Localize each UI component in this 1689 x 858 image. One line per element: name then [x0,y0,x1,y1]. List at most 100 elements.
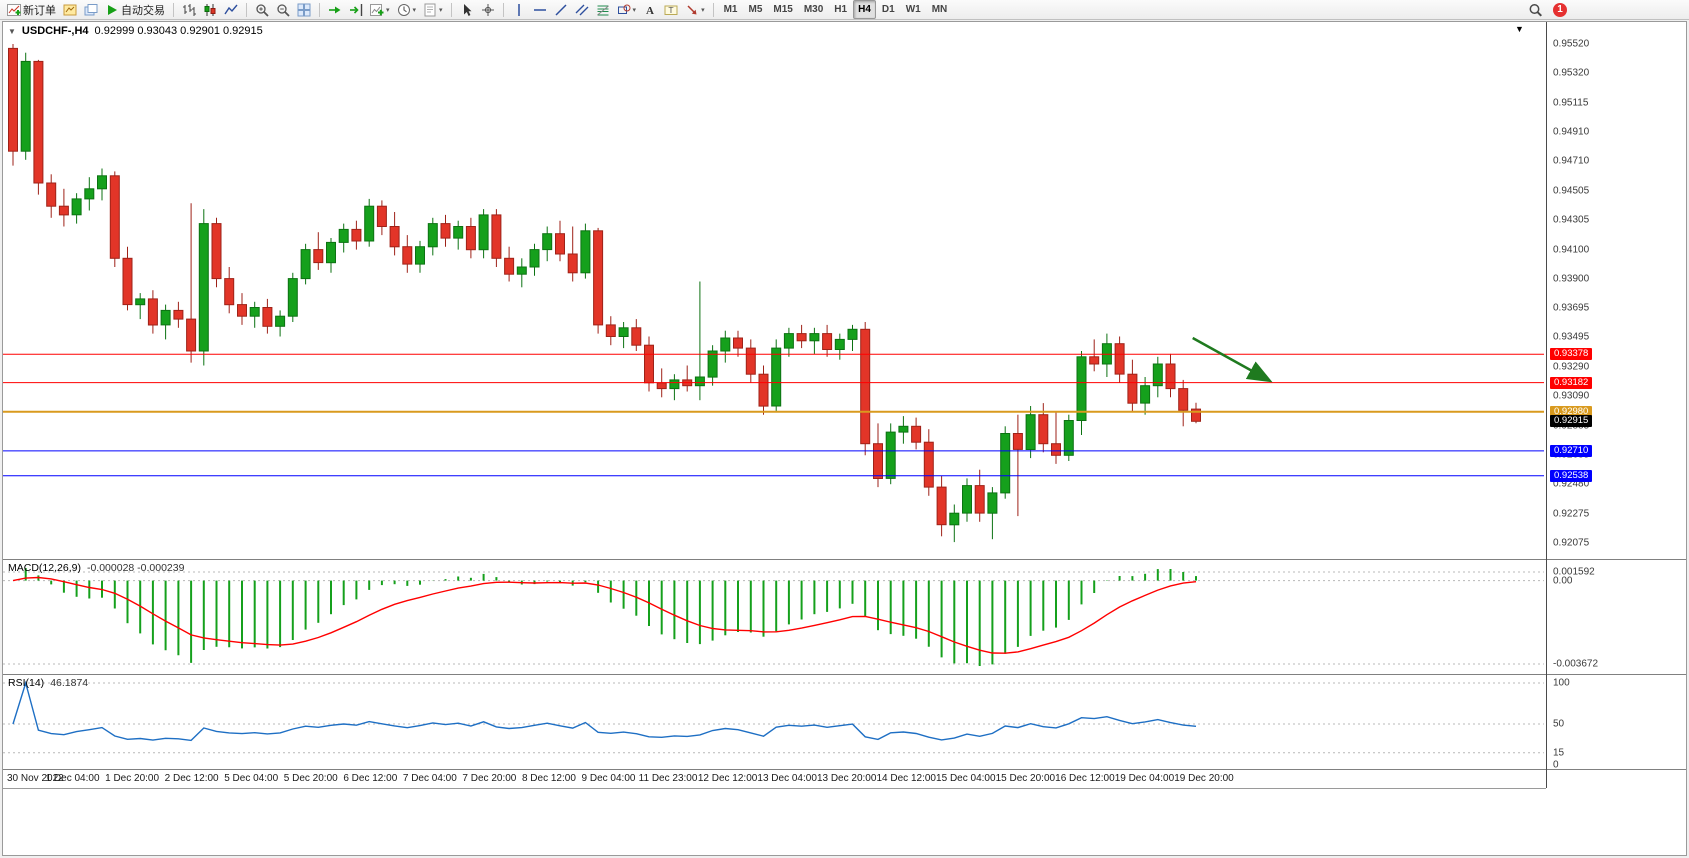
new-chart-button[interactable]: ▾ [367,0,393,19]
shapes-button[interactable]: ▾ [614,0,640,19]
candle [33,60,44,184]
timeframe-m30-button[interactable]: M30 [803,4,824,15]
periods-button[interactable]: ▾ [394,0,420,19]
trendline-button[interactable] [551,0,571,19]
svg-text:T: T [668,5,673,15]
timeframe-w1-button[interactable]: W1 [905,4,921,15]
timeframe-m5-button[interactable]: M5 [748,4,763,15]
chevron-down-icon: ▾ [386,6,390,14]
ohlc-label: 0.92999 0.93043 0.92901 0.92915 [94,25,263,37]
time-axis[interactable]: 30 Nov 2022 1 Dec 04:00 1 Dec 20:00 2 Dec 1… [3,770,1546,789]
notification-badge[interactable]: 1 [1553,2,1567,17]
zoom-out-button[interactable] [273,0,293,19]
trendline-icon [554,3,568,17]
candle [1063,420,1074,456]
time-label: 7 Dec 20:00 [462,773,517,784]
profiles-icon [84,3,98,17]
panel-divider[interactable] [3,674,1686,675]
time-label: 2 Dec 12:00 [164,773,219,784]
toolbar-separator [502,2,504,17]
price-chart-canvas[interactable] [3,22,1546,559]
chart-shift-marker-icon[interactable]: ▼ [1515,24,1524,34]
timeframe-mn-button[interactable]: MN [931,4,948,15]
price-tick: 0.93695 [1553,302,1590,314]
search-button[interactable] [1525,0,1545,19]
candle [618,327,629,337]
candle [135,298,146,306]
candle [796,333,807,342]
candle [911,425,922,443]
panel-divider [3,769,1686,770]
candle [262,307,273,327]
text-label-button[interactable]: T [661,0,681,19]
zoom-in-button[interactable] [252,0,272,19]
candlestick-icon [203,3,217,17]
time-label: 16 Dec 12:00 [1055,773,1115,784]
autotrading-label: 自动交易 [121,4,165,17]
toolbar-separator [173,2,174,17]
price-scale-divider [1546,22,1547,788]
profiles-button[interactable] [81,0,101,19]
candle [1051,443,1061,456]
price-tick: 0.93290 [1553,361,1590,373]
candle [8,47,18,152]
price-scale[interactable]: 0.95520 0.95320 0.95115 0.94910 0.94710 0.945… [1549,22,1686,788]
zoom-out-icon [276,3,290,17]
time-label: 13 Dec 04:00 [757,773,817,784]
price-tick: 0.95520 [1553,38,1590,50]
time-label: 11 Dec 23:00 [638,773,698,784]
time-label: 9 Dec 04:00 [581,773,636,784]
time-label: 5 Dec 20:00 [283,773,338,784]
timeframe-m15-button[interactable]: M15 [773,4,793,15]
candle [504,257,515,275]
timeframe-d1-button[interactable]: D1 [881,4,895,15]
tile-windows-button[interactable] [294,0,314,19]
templates-button[interactable]: ▾ [420,0,446,19]
timeframe-h4-button[interactable]: H4 [853,0,876,19]
horizontal-lines[interactable] [3,353,1544,477]
candle [656,382,667,390]
candle [516,266,527,275]
text-button[interactable]: A [640,0,660,19]
shapes-icon [617,3,631,17]
horizontal-line-button[interactable] [530,0,550,19]
chart-collapse-icon[interactable]: ▼ [8,27,16,36]
crosshair-button[interactable] [478,0,498,19]
arrows-button[interactable]: ▾ [682,0,708,19]
charts-button[interactable] [60,0,80,19]
new-order-button[interactable]: 新订单 [4,0,59,19]
candle [173,309,184,320]
candle [415,246,425,265]
candle [809,333,820,342]
candle [338,228,349,243]
candle [326,241,336,264]
timeframe-m1-button[interactable]: M1 [723,4,738,15]
autotrading-button[interactable]: 自动交易 [102,0,168,19]
toolbar-separator [712,2,714,17]
rsi-chart-canvas[interactable] [3,675,1546,769]
line-chart-button[interactable] [221,0,241,19]
candle [46,182,57,207]
macd-tick: 0.00 [1553,575,1573,587]
macd-chart-canvas[interactable] [3,560,1546,674]
vertical-line-button[interactable] [509,0,529,19]
candle [287,278,298,317]
bar-chart-icon [182,3,196,17]
price-tick: 0.92075 [1553,537,1590,549]
candle [84,188,95,200]
equidistant-channel-button[interactable] [572,0,592,19]
fibonacci-button[interactable] [593,0,613,19]
timeframe-h1-button[interactable]: H1 [834,4,848,15]
candle [1127,373,1138,404]
candle [147,298,158,326]
bar-chart-button[interactable] [179,0,199,19]
chart-shift-button[interactable] [346,0,366,19]
candle [389,226,400,248]
panel-divider[interactable] [3,559,1686,560]
auto-scroll-button[interactable] [325,0,345,19]
candle [605,324,616,337]
cursor-button[interactable] [457,0,477,19]
candlestick-chart-button[interactable] [200,0,220,19]
candle [758,373,769,407]
text-icon: A [643,3,657,17]
